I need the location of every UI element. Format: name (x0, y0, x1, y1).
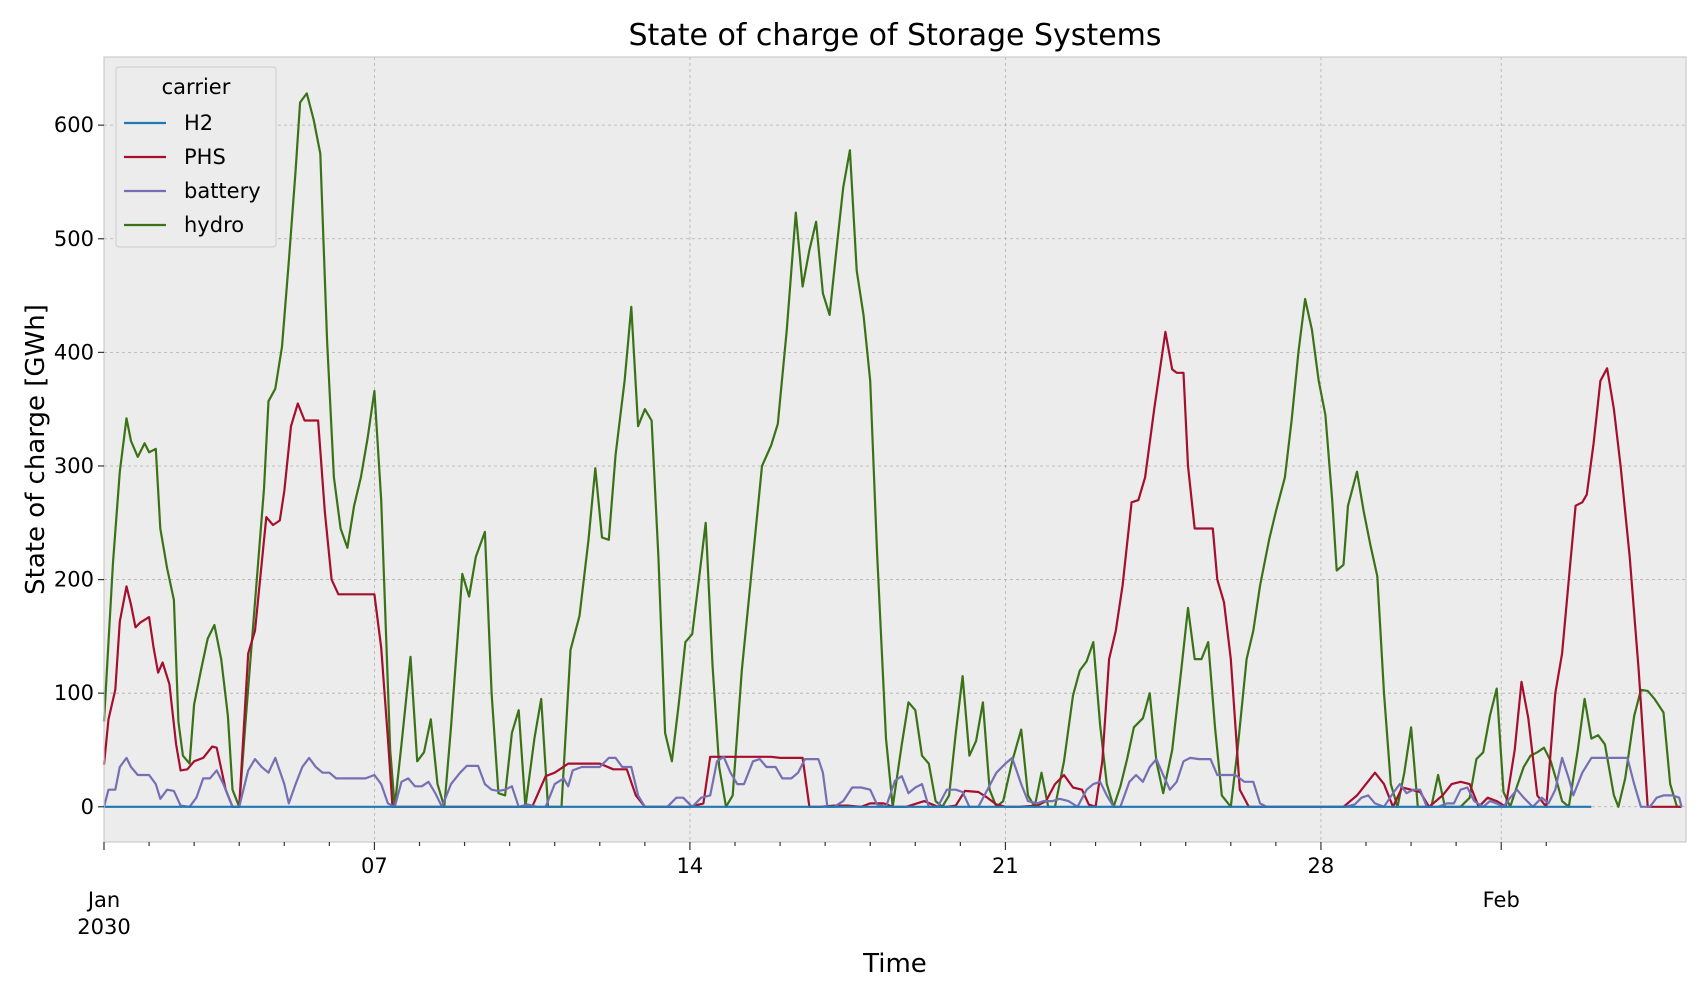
plot-frame (103, 56, 1687, 843)
y-axis-label: State of charge [GWh] (21, 304, 51, 595)
y-tick-label: 200 (54, 568, 94, 592)
x-tick-label: 21 (992, 854, 1019, 878)
y-tick-label: 0 (81, 795, 94, 819)
y-tick-label: 400 (54, 340, 94, 364)
x-tick-sublabel: 2030 (77, 915, 130, 939)
legend-label: battery (184, 179, 261, 203)
x-tick-label: 28 (1308, 854, 1335, 878)
legend-title: carrier (162, 75, 231, 99)
x-tick-label: 07 (361, 854, 388, 878)
plot-background (104, 57, 1686, 842)
legend-label: hydro (184, 213, 244, 237)
ticks: 0 100 200 300 400 500 600 Jan 2030 07 14 21 28 Feb (54, 113, 1547, 939)
x-axis-label: Time (862, 949, 927, 979)
legend-label: H2 (184, 111, 213, 135)
chart-title: State of charge of Storage Systems (629, 18, 1162, 53)
legend-box (115, 66, 277, 248)
series-line-phs (102, 330, 1682, 808)
legend-item-hydro: hydro (124, 213, 244, 237)
x-tick-label: 14 (677, 854, 704, 878)
legend-item-h2: H2 (124, 111, 213, 135)
legend-item-phs: PHS (124, 145, 226, 169)
series-group (102, 92, 1683, 808)
y-tick-label: 600 (54, 113, 94, 137)
y-tick-label: 100 (54, 681, 94, 705)
y-tick-label: 300 (54, 454, 94, 478)
legend: carrier H2 PHS battery hydro (115, 66, 277, 248)
x-tick-label: Jan (86, 888, 120, 912)
x-tick-label: Feb (1483, 888, 1520, 912)
legend-label: PHS (184, 145, 226, 169)
legend-item-battery: battery (124, 179, 261, 203)
y-tick-label: 500 (54, 227, 94, 251)
